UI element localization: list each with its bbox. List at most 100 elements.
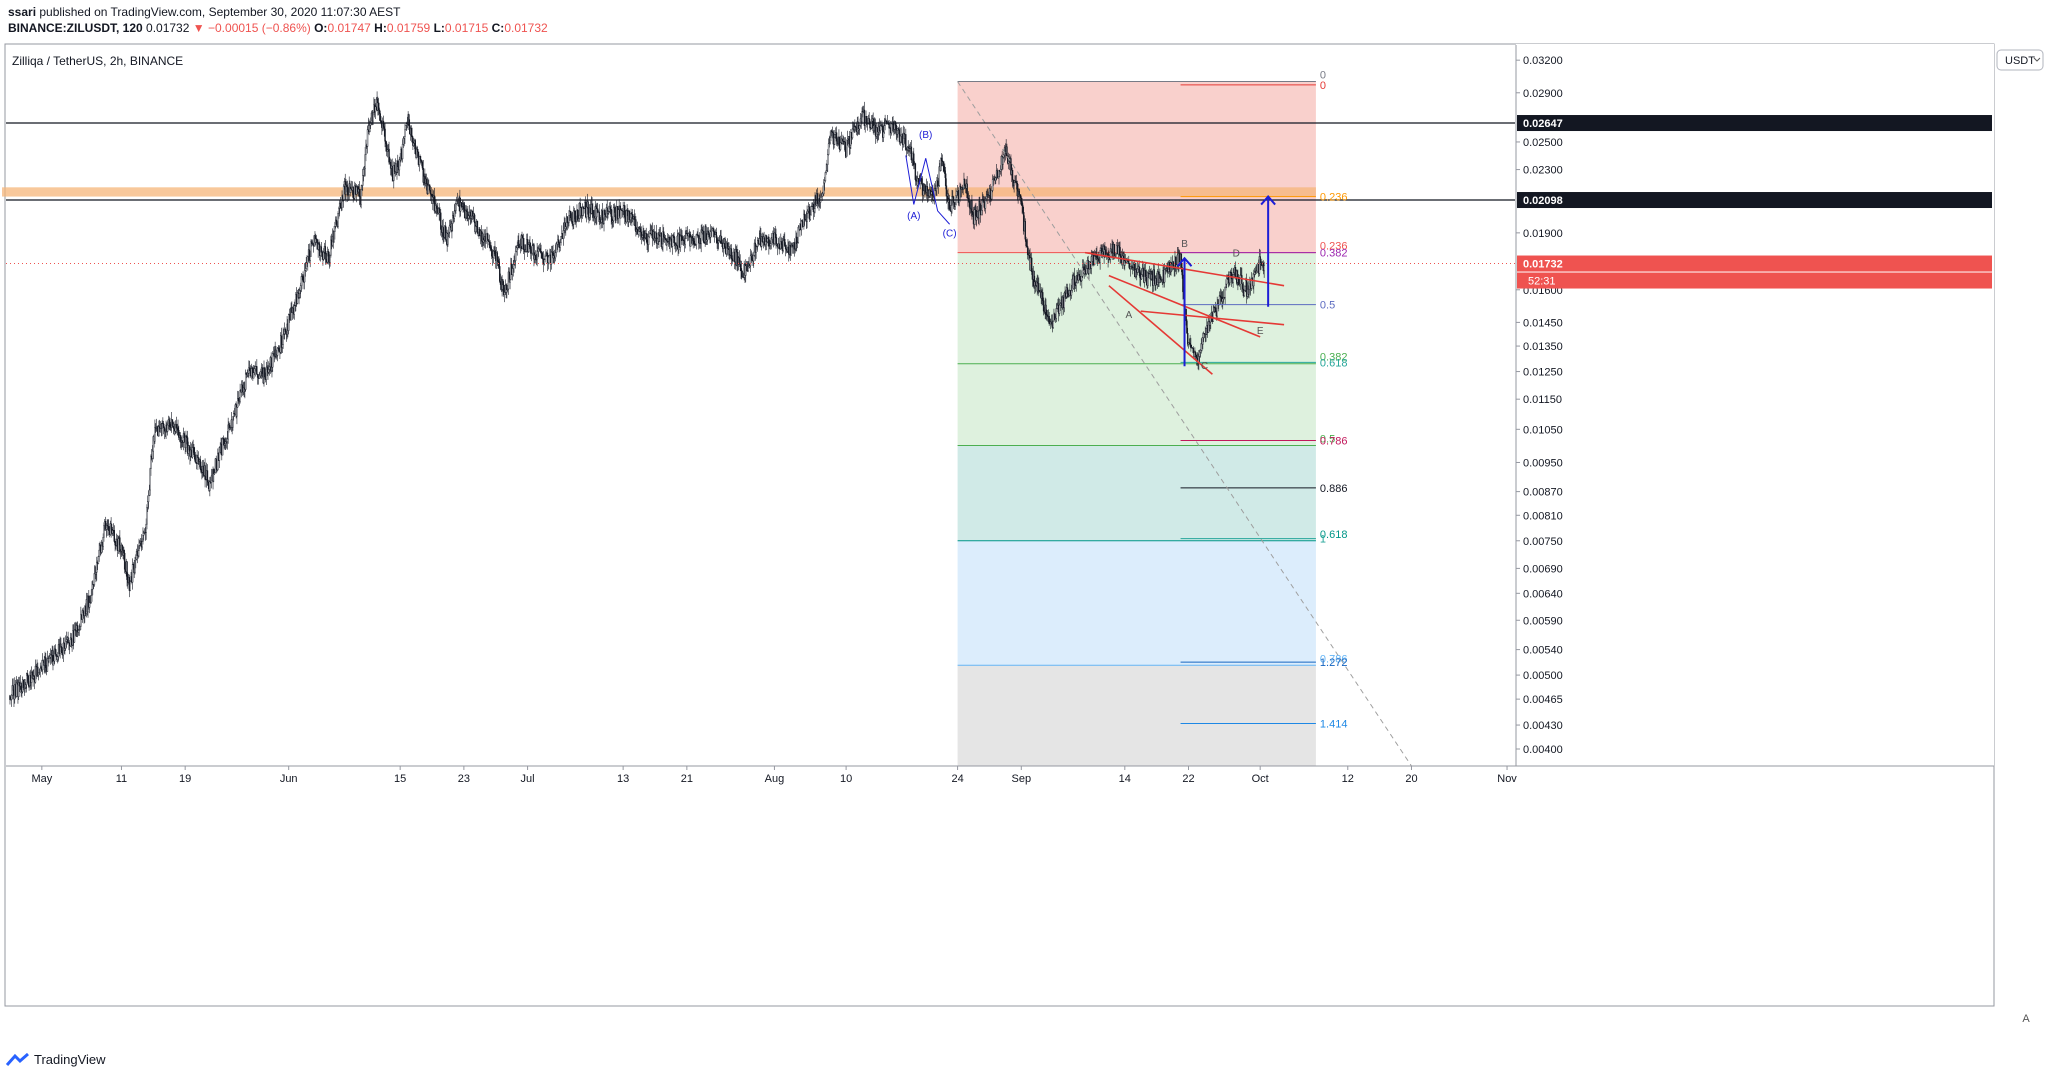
candle-body [1081,275,1083,281]
time-tick-label: Jul [521,773,535,785]
candle-body [515,247,518,252]
candle-body [483,239,485,243]
candle-body [491,249,493,257]
candle-body [9,695,11,700]
candle [244,369,247,392]
countdown-marker [1517,272,1992,289]
candle-body [1093,255,1096,266]
candle-body [938,166,940,186]
candle-body [139,542,141,546]
candle-body [299,290,301,294]
candle-body [333,231,335,243]
candle-body [620,209,622,219]
candle-body [281,344,284,348]
candle [456,196,458,205]
candle-body [883,125,886,133]
candle [685,226,687,239]
candle [364,146,366,177]
candle-body [784,239,786,246]
price-tick-label: 0.01150 [1523,394,1562,406]
candle-body [221,437,224,456]
candle-body [948,198,951,210]
candle [1052,320,1054,330]
candle [217,448,219,471]
candle [427,178,429,195]
candle-body [690,237,692,247]
candle-body [985,196,987,199]
candle-body [497,259,499,262]
candle-body [1199,350,1202,353]
candle-body [244,389,246,392]
auto-scale-button[interactable]: A [2022,1013,2030,1025]
candle-body [65,639,68,642]
fib-extension-label: 1 [1320,534,1326,546]
candle-body [1241,275,1243,284]
candle-body [1163,269,1166,283]
candle-body [360,189,362,205]
candle [773,228,776,246]
candle-body [774,232,776,235]
triangle-trendline[interactable] [1108,285,1213,375]
candle-body [1038,283,1040,292]
candle-body [614,206,616,218]
candle-body [780,241,783,245]
price-tick-label: 0.00465 [1523,694,1563,706]
footer: TradingView [6,1052,106,1067]
candle-body [838,136,840,144]
candle-body [102,537,104,547]
candle-body [922,190,925,196]
candle [1042,287,1044,306]
candle-body [65,640,67,649]
candle-body [609,206,612,210]
candle-body [1224,287,1226,298]
candle-body [706,239,708,242]
currency-badge[interactable]: USDT [1996,49,2044,71]
candle-body [1229,272,1231,284]
candle-body [540,251,542,254]
triangle-trendline[interactable] [1140,310,1285,326]
candle [1259,249,1261,271]
candle-body [839,142,842,150]
measured-move-arrow-left-head [1176,256,1193,267]
candle-body [90,595,92,603]
candle [204,458,206,488]
candle [637,227,639,238]
candle-body [935,188,937,191]
candle-body [991,179,994,191]
candle-body [410,128,413,136]
candle-body [943,165,945,171]
candle-body [715,232,718,238]
candle-body [186,436,188,438]
candle-body [547,256,549,263]
publisher-name[interactable]: ssari [8,5,37,19]
candle-body [278,348,280,351]
fib-zone [957,363,1316,446]
price-tick-label: 0.03200 [1523,55,1563,67]
candle-body [905,134,907,150]
candle [45,652,47,674]
price-axis[interactable] [1516,44,1994,766]
price-axis-marker [1517,255,1992,272]
candle-body [476,220,479,233]
tradingview-logo-icon[interactable] [6,1052,30,1067]
candle [337,211,339,229]
candle [809,209,811,221]
candle-body [1209,321,1211,326]
candle-body [560,236,562,243]
candle [740,260,742,279]
candle-body [440,212,442,230]
candle-body [290,307,292,321]
brand-label[interactable]: TradingView [34,1052,106,1067]
candle [1085,265,1088,276]
candle [848,130,850,156]
candle-body [1075,282,1077,286]
candle-body [1138,266,1140,273]
candle-body [768,236,770,247]
candle-body [503,292,506,295]
candle-body [888,123,890,129]
candle [835,126,838,146]
wave-label: (B) [919,130,932,141]
candle-body [1078,273,1081,277]
candle-body [204,465,206,480]
